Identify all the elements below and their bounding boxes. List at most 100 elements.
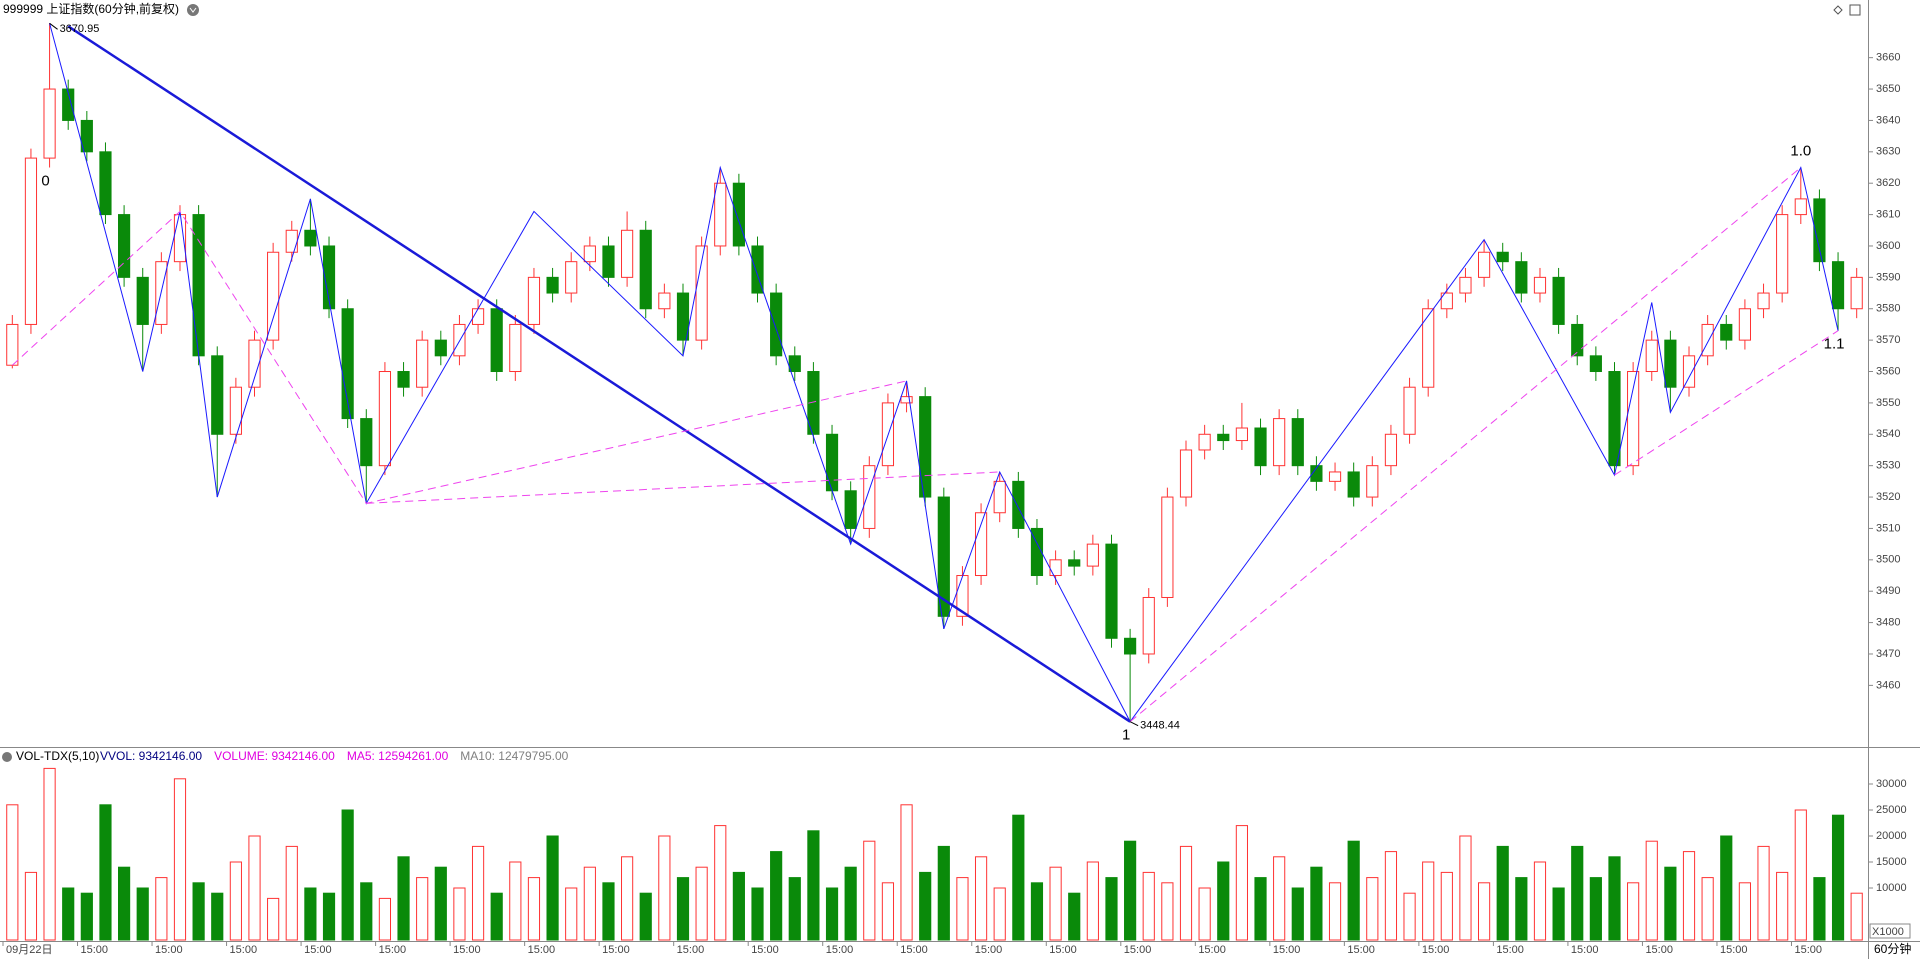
volume-bar [658, 835, 671, 941]
candle-body [490, 308, 503, 373]
volume-bar [1682, 851, 1696, 941]
volume-bar [1291, 887, 1304, 941]
y-tick-label: 3540 [1876, 428, 1900, 440]
candle-body [1645, 339, 1658, 373]
candle-body [974, 512, 988, 577]
volume-bar [1645, 840, 1658, 941]
icon-diamond[interactable] [1833, 5, 1843, 15]
x-tick-label: 15:00 [1273, 944, 1301, 956]
icon-window[interactable] [1849, 4, 1861, 16]
y-tick-label: 30000 [1876, 778, 1907, 790]
candle-body [1403, 386, 1416, 435]
volume-bar [173, 778, 187, 941]
period-label: 60分钟 [1874, 941, 1911, 956]
volume-bar [1515, 877, 1528, 941]
candle-body [1794, 198, 1807, 216]
volume-bar [1347, 840, 1360, 941]
legend-entry: MA5: 12594261.00 [347, 749, 449, 763]
candle-body [1496, 251, 1509, 263]
y-tick-label: 3660 [1876, 52, 1900, 64]
candle-body [1124, 637, 1137, 655]
volume-bar [602, 882, 615, 941]
volume-bar [341, 809, 354, 941]
title-dropdown[interactable] [187, 4, 199, 16]
legend-entry: VOLUME: 9342146.00 [214, 749, 335, 763]
x-tick-label: 15:00 [1049, 944, 1077, 956]
x-tick-label: 15:00 [900, 944, 928, 956]
volume-dropdown[interactable] [2, 752, 12, 762]
candle-body [229, 386, 242, 435]
volume-bar [285, 845, 298, 941]
y-tick-label: 3550 [1876, 397, 1900, 409]
volume-bar [881, 882, 895, 941]
volume-bar [118, 866, 131, 941]
volume-bar [956, 877, 969, 941]
candle-body [1589, 355, 1602, 373]
x-tick-label: 15:00 [1571, 944, 1599, 956]
candle-body [453, 323, 466, 357]
volume-bar [900, 804, 913, 941]
candle-body [1217, 433, 1230, 442]
volume-bar [360, 882, 373, 941]
volume-bar [1794, 809, 1807, 941]
volume-bar [583, 866, 596, 941]
volume-bar [378, 897, 392, 941]
candle-body [1328, 471, 1342, 482]
candle-body [1776, 214, 1789, 294]
candle-body [1682, 355, 1696, 388]
volume-bar [1720, 835, 1733, 941]
volume-bar [43, 767, 56, 941]
volume-bar [937, 845, 950, 941]
volume-bar [1384, 851, 1398, 941]
volume-bar [136, 887, 149, 941]
candle-body [509, 323, 522, 373]
candle-body [360, 418, 373, 467]
y-tick-label: 3500 [1876, 554, 1900, 566]
y-tick-label: 3520 [1876, 491, 1900, 503]
candle-body [1533, 276, 1547, 294]
y-tick-label: 3630 [1876, 146, 1900, 158]
volume-bar [1589, 877, 1602, 941]
candle-body [192, 214, 205, 357]
y-tick-label: 3580 [1876, 303, 1900, 315]
volume-bar [322, 892, 336, 941]
y-tick-label: 15000 [1876, 856, 1907, 868]
candle-body [1086, 543, 1099, 567]
volume-bar [1776, 871, 1789, 941]
candle-body [211, 355, 224, 435]
volume-bar [1068, 892, 1081, 941]
candle-body [658, 292, 671, 310]
dropdown-arrow [189, 7, 197, 13]
volume-bar [490, 892, 503, 941]
volume-bar [732, 871, 745, 941]
candle-body [770, 292, 783, 357]
volume-bar [1012, 814, 1025, 941]
y-tick-label: 3600 [1876, 240, 1900, 252]
candle-body [1049, 559, 1062, 577]
volume-bar [770, 851, 783, 941]
candle-body [695, 245, 708, 341]
volume-bar [919, 871, 932, 941]
volume-bar [1571, 845, 1584, 941]
y-tick-label: 3510 [1876, 522, 1900, 534]
volume-bar [676, 877, 690, 941]
volume-bar [565, 887, 578, 941]
volume-bar [1440, 871, 1453, 941]
candle-body [1012, 480, 1025, 529]
volume-bar [993, 887, 1006, 941]
x-tick-label: 15:00 [1422, 944, 1450, 956]
volume-bar [1179, 845, 1193, 941]
wave-line [366, 471, 1000, 504]
volume-bar [192, 882, 205, 941]
wave-label: 1.0 [1790, 142, 1811, 159]
y-tick-label: 25000 [1876, 804, 1907, 816]
candle-body [1254, 427, 1267, 467]
wave-label: 1 [1122, 727, 1130, 744]
volume-bar [1701, 877, 1714, 941]
candle-body [304, 229, 317, 247]
y-tick-label: 3620 [1876, 177, 1900, 189]
candle-body [248, 339, 261, 388]
candle-body [1813, 198, 1826, 263]
candle-body [1571, 323, 1584, 357]
